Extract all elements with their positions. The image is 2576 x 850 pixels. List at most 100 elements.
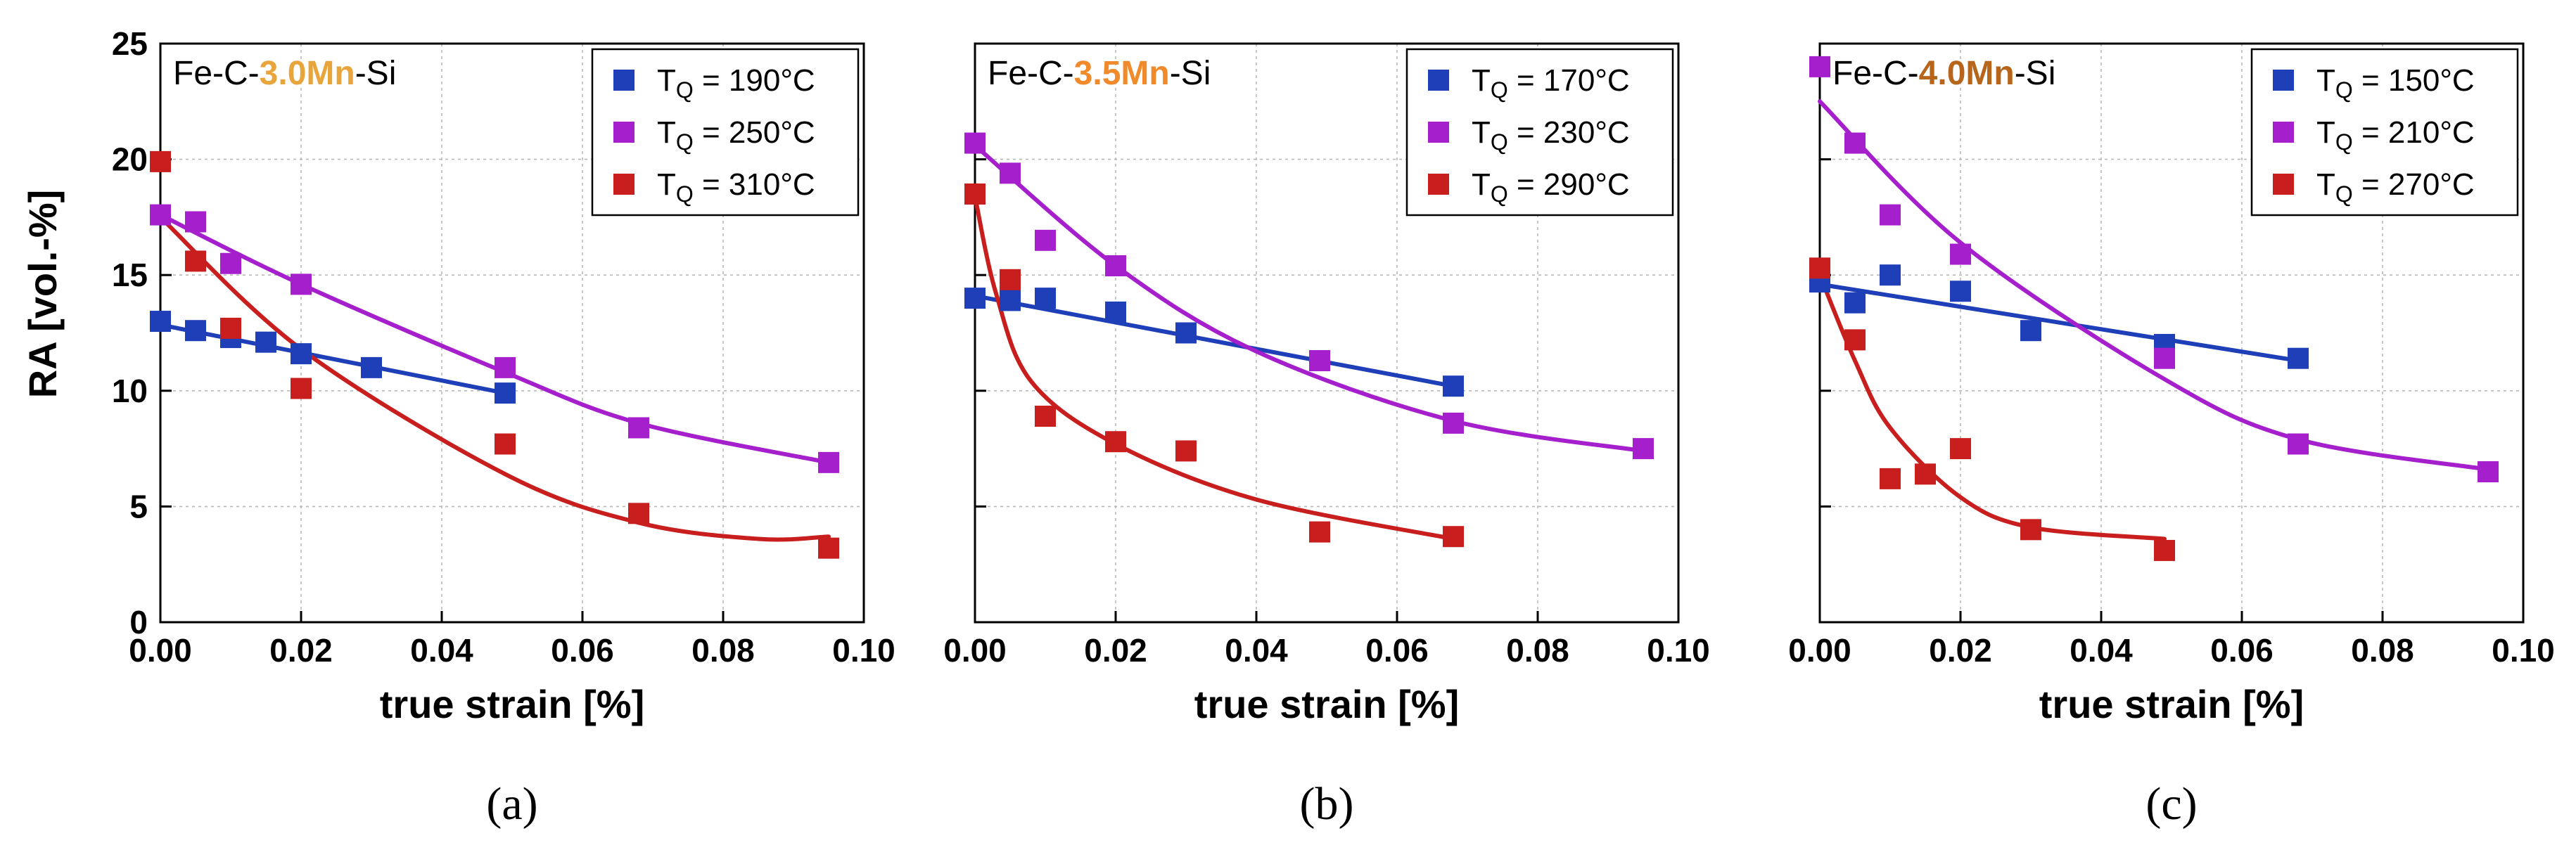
chart-panel-3: 0.00 0.02 0.04 0.06 0.08 0.10true strain [%]F… — [1788, 44, 2555, 830]
x-tick-label: 0.02 — [1929, 632, 1992, 669]
alloy-suffix: -Si — [2015, 55, 2056, 92]
legend-marker — [1428, 174, 1449, 195]
x-tick-label: 0.02 — [1084, 632, 1147, 669]
x-tick-label: 0.10 — [832, 632, 895, 669]
legend-marker — [613, 70, 635, 91]
data-point — [964, 133, 986, 154]
data-point — [2154, 540, 2175, 561]
x-tick-label: 0.08 — [691, 632, 755, 669]
alloy-prefix: Fe-C- — [988, 55, 1074, 92]
legend-marker — [2273, 70, 2294, 91]
data-point — [361, 357, 382, 378]
data-point — [291, 273, 312, 295]
data-point — [628, 503, 649, 524]
data-point — [1633, 438, 1654, 459]
data-point — [2020, 519, 2041, 540]
x-tick-label: 0.04 — [410, 632, 473, 669]
data-point — [1443, 526, 1464, 547]
data-point — [1844, 133, 1866, 154]
data-point — [818, 538, 839, 559]
x-axis-label: true strain [%] — [380, 682, 645, 726]
legend-marker — [1428, 122, 1449, 143]
data-point — [1443, 413, 1464, 434]
chart-panel-1: 0.00 0.02 0.04 0.06 0.08 0.100510152025true s… — [112, 25, 895, 830]
data-point — [1175, 323, 1197, 344]
data-point — [2288, 434, 2309, 455]
y-tick-label: 25 — [112, 25, 148, 62]
legend: TQ = 190°C TQ = 250°C TQ = 310°C — [592, 49, 858, 215]
data-point — [495, 357, 516, 378]
figure: RA [vol.-%] 0.00 0.02 0.04 0.06 0.08 0.10 0 5 10… — [0, 0, 2576, 850]
data-point — [495, 382, 516, 404]
data-point — [964, 288, 986, 309]
y-tick-label: 10 — [112, 373, 148, 409]
data-point — [1915, 463, 1936, 484]
data-point — [1844, 329, 1866, 350]
data-point — [1950, 244, 1971, 265]
data-point — [1880, 264, 1901, 285]
fit-curve — [160, 325, 505, 393]
alloy-mn: 4.0Mn — [1919, 55, 2015, 92]
x-tick-label: 0.02 — [269, 632, 333, 669]
data-point — [1844, 292, 1866, 314]
data-point — [1000, 162, 1021, 183]
legend: TQ = 150°C TQ = 210°C TQ = 270°C — [2252, 49, 2518, 215]
alloy-suffix: -Si — [1170, 55, 1211, 92]
data-point — [2154, 348, 2175, 369]
data-point — [818, 452, 839, 473]
x-tick-label: 0.06 — [2210, 632, 2274, 669]
panel-label: (c) — [2145, 778, 2197, 830]
data-point — [1309, 350, 1330, 371]
data-point — [495, 434, 516, 455]
legend-marker — [2273, 122, 2294, 143]
y-tick-label: 0 — [129, 604, 148, 640]
data-point — [1809, 56, 1830, 77]
data-point — [1880, 205, 1901, 226]
data-point — [1000, 269, 1021, 290]
alloy-label: Fe-C-3.5Mn-Si — [988, 55, 1211, 92]
legend: TQ = 170°C TQ = 230°C TQ = 290°C — [1407, 49, 1673, 215]
data-point — [1175, 440, 1197, 461]
data-point — [1309, 522, 1330, 543]
data-point — [2020, 320, 2041, 341]
legend-marker — [613, 174, 635, 195]
data-point — [150, 151, 171, 172]
x-tick-label: 0.04 — [1225, 632, 1288, 669]
x-tick-label: 0.06 — [551, 632, 614, 669]
data-point — [1809, 257, 1830, 278]
fit-curve — [1820, 275, 2164, 539]
data-point — [1105, 431, 1126, 452]
x-tick-label: 0.00 — [1788, 632, 1851, 669]
y-tick-label: 15 — [112, 257, 148, 293]
x-tick-label: 0.10 — [1647, 632, 1710, 669]
alloy-suffix: -Si — [355, 55, 397, 92]
data-point — [1035, 230, 1056, 251]
panel-label: (a) — [486, 778, 537, 830]
data-point — [1105, 302, 1126, 323]
x-tick-label: 0.08 — [1506, 632, 1569, 669]
data-point — [2288, 348, 2309, 369]
data-point — [1105, 255, 1126, 276]
legend-marker — [1428, 70, 1449, 91]
x-tick-label: 0.00 — [943, 632, 1007, 669]
data-point — [964, 183, 986, 205]
legend-marker — [613, 122, 635, 143]
alloy-prefix: Fe-C- — [1832, 55, 1919, 92]
data-point — [255, 332, 276, 353]
data-point — [2478, 461, 2499, 482]
data-point — [150, 311, 171, 332]
data-point — [1950, 438, 1971, 459]
alloy-label: Fe-C-3.0Mn-Si — [173, 55, 396, 92]
chart-panel-2: 0.00 0.02 0.04 0.06 0.08 0.10 true strain [%] F… — [943, 44, 1710, 830]
y-axis-label: RA [vol.-%] — [20, 190, 65, 399]
data-point — [220, 253, 241, 274]
y-tick-label: 5 — [129, 488, 148, 524]
alloy-prefix: Fe-C- — [173, 55, 260, 92]
data-point — [1035, 288, 1056, 309]
x-tick-label: 0.04 — [2070, 632, 2133, 669]
data-point — [291, 343, 312, 364]
data-point — [150, 205, 171, 226]
data-point — [291, 378, 312, 399]
x-tick-label: 0.10 — [2492, 632, 2555, 669]
x-axis-label: true strain [%] — [2039, 682, 2304, 726]
